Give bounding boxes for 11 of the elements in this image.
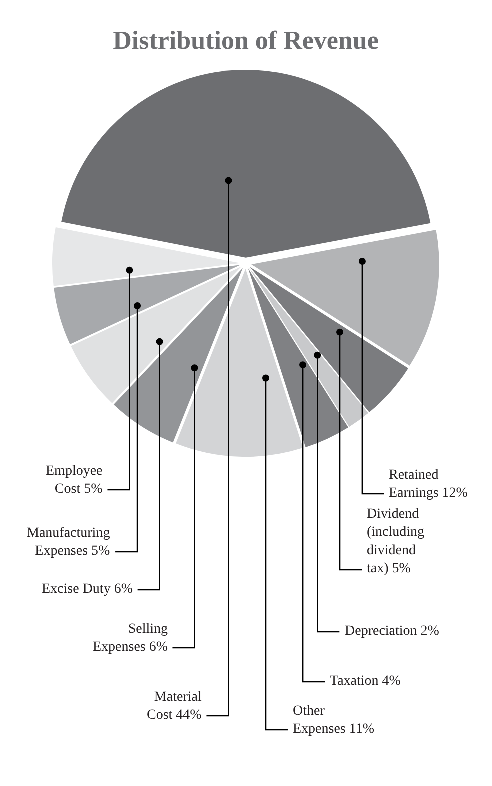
slice-label: Taxation 4%	[330, 674, 402, 689]
slice-label: Selling Expenses 6%	[93, 622, 168, 656]
slice-label: Excise Duty 6%	[42, 582, 134, 597]
chart-title: Distribution of Revenue	[113, 26, 379, 56]
slice-label: Manufacturing Expenses 5%	[27, 526, 111, 560]
slice-label: Other Expenses 11%	[293, 704, 375, 738]
slice-label: Material Cost 44%	[147, 690, 202, 724]
slice-label: Dividend (including dividend tax) 5%	[367, 507, 425, 577]
slice-label: Depreciation 2%	[345, 624, 440, 639]
slice-label: Employee Cost 5%	[46, 464, 104, 498]
slice-label: Retained Earnings 12%	[389, 468, 468, 502]
